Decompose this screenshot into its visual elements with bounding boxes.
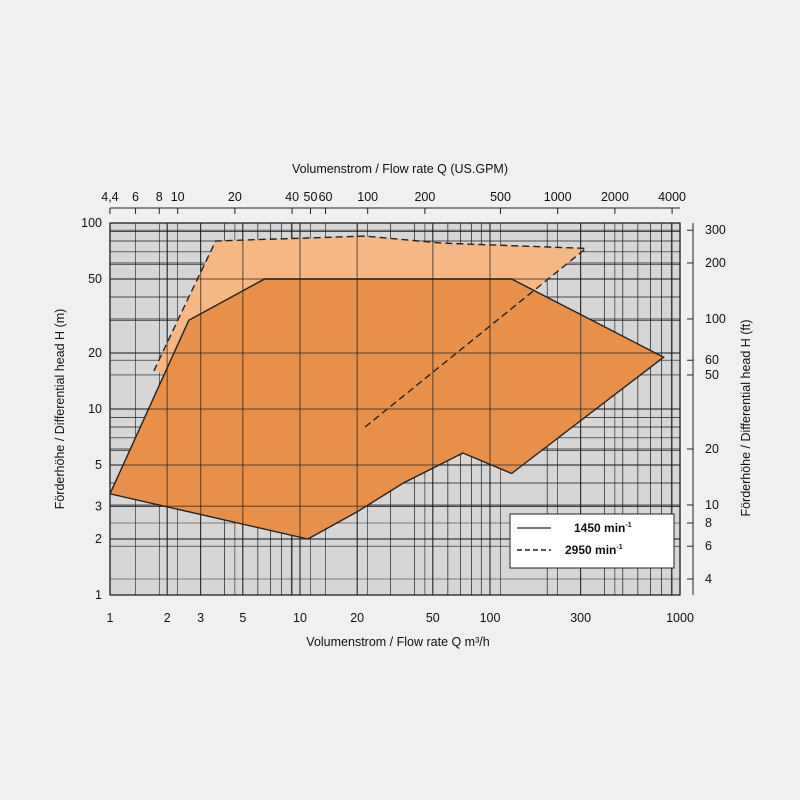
y-tick-label: 5 [95, 458, 102, 472]
y2-tick-label: 300 [705, 223, 726, 237]
y2-tick-label: 50 [705, 368, 719, 382]
outlines [109, 235, 665, 540]
x-axis-title: Volumenstrom / Flow rate Q m³/h [306, 635, 489, 649]
y2-tick-label: 20 [705, 442, 719, 456]
x2-tick-label: 8 [156, 190, 163, 204]
x2-tick-label: 50 [304, 190, 318, 204]
x2-tick-label: 100 [357, 190, 378, 204]
x2-tick-label: 6 [132, 190, 139, 204]
y2-tick-label: 6 [705, 539, 712, 553]
x-tick-label: 1 [107, 611, 114, 625]
y2-tick-label: 60 [705, 353, 719, 367]
svg-text:1450 min-1: 1450 min-1 [574, 521, 632, 535]
x-tick-label: 50 [426, 611, 440, 625]
legend-exp-1450: -1 [625, 522, 631, 529]
y2-tick-label: 200 [705, 256, 726, 270]
y-tick-label: 20 [88, 346, 102, 360]
x-tick-label: 2 [164, 611, 171, 625]
x-tick-label: 5 [239, 611, 246, 625]
y-tick-label: 10 [88, 402, 102, 416]
legend-unit-2950: min [595, 543, 616, 557]
y2-axis-title: Förderhöhe / Differential head H (ft) [739, 319, 753, 516]
x2-tick-label: 4,4 [101, 190, 118, 204]
y-tick-label: 1 [95, 588, 102, 602]
x2-tick-label: 60 [319, 190, 333, 204]
x2-axis-title: Volumenstrom / Flow rate Q (US.GPM) [292, 162, 508, 176]
x2-tick-label: 20 [228, 190, 242, 204]
x-tick-label: 100 [480, 611, 501, 625]
legend-exp-2950: -1 [616, 544, 622, 551]
x2-tick-label: 2000 [601, 190, 629, 204]
svg-text:2950 min-1: 2950 min-1 [565, 543, 623, 557]
x-tick-label: 10 [293, 611, 307, 625]
x2-tick-label: 500 [490, 190, 511, 204]
legend-label-1450: 1450 [574, 521, 601, 535]
y-tick-label: 3 [95, 499, 102, 513]
y-axis-title: Förderhöhe / Differential head H (m) [53, 309, 67, 510]
y2-tick-label: 4 [705, 572, 712, 586]
x-tick-label: 300 [570, 611, 591, 625]
x2-tick-label: 40 [285, 190, 299, 204]
x-tick-label: 1000 [666, 611, 694, 625]
x-tick-label: 20 [350, 611, 364, 625]
legend-label-2950: 2950 [565, 543, 592, 557]
legend-box [509, 513, 675, 569]
plot-frame [109, 222, 681, 596]
axis-ticks: 1 2 3 5 10 20 50 100 300 1000 1 2 3 5 10 20 50 100 4,4 6 8 10… [81, 190, 726, 625]
y-tick-label: 100 [81, 216, 102, 230]
legend: 1450 min-1 2950 min-1 [509, 513, 675, 569]
y2-tick-label: 10 [705, 498, 719, 512]
x2-tick-label: 1000 [544, 190, 572, 204]
legend-unit-1450: min [604, 521, 625, 535]
x2-tick-label: 4000 [658, 190, 686, 204]
y-tick-label: 2 [95, 532, 102, 546]
y2-tick-label: 8 [705, 516, 712, 530]
x-tick-label: 3 [197, 611, 204, 625]
y-tick-label: 50 [88, 272, 102, 286]
x2-tick-label: 200 [414, 190, 435, 204]
outline-1450 [109, 278, 665, 540]
y2-tick-label: 100 [705, 312, 726, 326]
outline-2950 [153, 235, 588, 428]
x2-tick-label: 10 [171, 190, 185, 204]
